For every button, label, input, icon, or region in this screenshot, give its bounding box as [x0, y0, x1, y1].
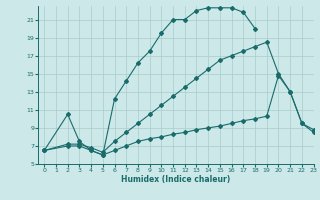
- X-axis label: Humidex (Indice chaleur): Humidex (Indice chaleur): [121, 175, 231, 184]
